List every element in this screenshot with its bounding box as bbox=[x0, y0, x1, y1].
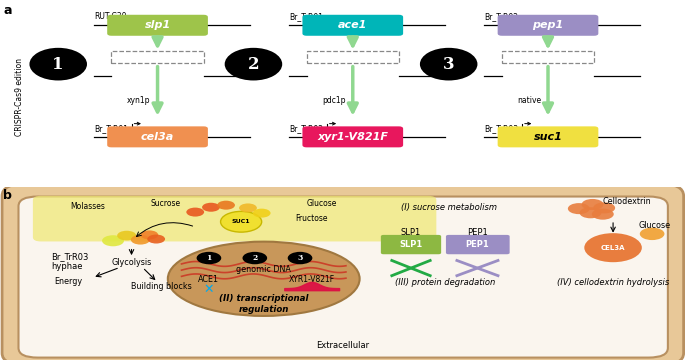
FancyBboxPatch shape bbox=[303, 15, 403, 36]
Text: RUT-C30: RUT-C30 bbox=[94, 12, 126, 21]
Text: 1: 1 bbox=[53, 56, 64, 73]
Text: a: a bbox=[3, 4, 12, 17]
Text: native: native bbox=[517, 96, 541, 105]
Circle shape bbox=[253, 209, 271, 217]
FancyBboxPatch shape bbox=[446, 235, 510, 254]
Text: Glycolysis: Glycolysis bbox=[112, 258, 151, 267]
Text: Br_TrR01: Br_TrR01 bbox=[94, 125, 128, 134]
Circle shape bbox=[221, 211, 262, 232]
Circle shape bbox=[640, 228, 664, 240]
Text: SUC1: SUC1 bbox=[232, 219, 251, 224]
Text: Br_TrR03
hyphae: Br_TrR03 hyphae bbox=[51, 252, 89, 271]
Text: xyr1-V821F: xyr1-V821F bbox=[317, 132, 388, 142]
Circle shape bbox=[197, 252, 221, 264]
Circle shape bbox=[593, 202, 615, 213]
Ellipse shape bbox=[168, 242, 360, 316]
Text: (I) sucrose metabolism: (I) sucrose metabolism bbox=[401, 203, 497, 212]
Text: pep1: pep1 bbox=[532, 20, 564, 30]
FancyBboxPatch shape bbox=[2, 184, 684, 360]
Circle shape bbox=[217, 201, 235, 210]
Text: Fructose: Fructose bbox=[295, 214, 328, 223]
FancyBboxPatch shape bbox=[497, 126, 599, 147]
Text: Br_TrR02: Br_TrR02 bbox=[484, 12, 519, 21]
Text: b: b bbox=[3, 189, 12, 202]
Text: pdc1p: pdc1p bbox=[322, 96, 345, 105]
FancyBboxPatch shape bbox=[307, 51, 399, 63]
Circle shape bbox=[568, 203, 590, 214]
Text: XYR1-V821F: XYR1-V821F bbox=[288, 275, 335, 284]
Circle shape bbox=[592, 209, 614, 220]
Circle shape bbox=[186, 208, 204, 217]
Text: PEP1: PEP1 bbox=[467, 228, 488, 237]
Circle shape bbox=[242, 252, 267, 264]
Text: SLP1: SLP1 bbox=[401, 228, 421, 237]
Text: Br_TrR02: Br_TrR02 bbox=[289, 125, 323, 134]
FancyBboxPatch shape bbox=[33, 196, 436, 242]
Text: (II) transcriptional
regulation: (II) transcriptional regulation bbox=[219, 294, 308, 314]
Circle shape bbox=[584, 233, 642, 262]
Text: 3: 3 bbox=[297, 254, 303, 262]
Text: (IV) cellodextrin hydrolysis: (IV) cellodextrin hydrolysis bbox=[557, 278, 669, 287]
Circle shape bbox=[29, 48, 87, 81]
Circle shape bbox=[140, 230, 158, 239]
Text: Glucose: Glucose bbox=[638, 221, 670, 230]
Text: Molasses: Molasses bbox=[71, 202, 105, 211]
Text: suc1: suc1 bbox=[534, 132, 562, 142]
Text: Br_TrR01: Br_TrR01 bbox=[289, 12, 323, 21]
Text: Br_TrR03: Br_TrR03 bbox=[484, 125, 519, 134]
Circle shape bbox=[117, 231, 136, 240]
Text: 1: 1 bbox=[206, 254, 212, 262]
FancyBboxPatch shape bbox=[18, 197, 668, 357]
Circle shape bbox=[288, 252, 312, 264]
Text: Sucrose: Sucrose bbox=[151, 199, 181, 208]
Text: Energy: Energy bbox=[54, 277, 82, 286]
Text: Building blocks: Building blocks bbox=[131, 282, 191, 291]
Text: CEL3A: CEL3A bbox=[601, 245, 625, 251]
Text: xyn1p: xyn1p bbox=[127, 96, 150, 105]
Circle shape bbox=[102, 235, 124, 246]
FancyBboxPatch shape bbox=[107, 126, 208, 147]
FancyBboxPatch shape bbox=[501, 51, 595, 63]
FancyBboxPatch shape bbox=[107, 15, 208, 36]
Circle shape bbox=[131, 235, 150, 244]
Text: genomic DNA: genomic DNA bbox=[236, 265, 291, 274]
Circle shape bbox=[580, 207, 601, 218]
Text: Extracellular: Extracellular bbox=[316, 341, 369, 350]
Text: (III) protein degradation: (III) protein degradation bbox=[395, 278, 495, 287]
Text: PEP1: PEP1 bbox=[466, 240, 489, 249]
Text: Cellodextrin: Cellodextrin bbox=[603, 197, 651, 206]
Circle shape bbox=[147, 235, 165, 243]
Text: slp1: slp1 bbox=[145, 20, 171, 30]
Text: ACE1: ACE1 bbox=[199, 275, 219, 284]
Text: SLP1: SLP1 bbox=[399, 240, 423, 249]
FancyBboxPatch shape bbox=[303, 126, 403, 147]
Text: 3: 3 bbox=[443, 56, 454, 73]
FancyBboxPatch shape bbox=[381, 235, 441, 254]
Circle shape bbox=[582, 199, 603, 210]
Text: ace1: ace1 bbox=[338, 20, 367, 30]
Circle shape bbox=[420, 48, 477, 81]
Text: cel3a: cel3a bbox=[141, 132, 174, 142]
Circle shape bbox=[202, 203, 220, 212]
Text: Glucose: Glucose bbox=[307, 199, 337, 208]
FancyBboxPatch shape bbox=[111, 51, 203, 63]
Circle shape bbox=[239, 203, 257, 212]
FancyBboxPatch shape bbox=[497, 15, 599, 36]
Circle shape bbox=[225, 48, 282, 81]
Text: ✕: ✕ bbox=[203, 283, 214, 296]
Text: 2: 2 bbox=[248, 56, 259, 73]
Text: CRISPR-Cas9 edition: CRISPR-Cas9 edition bbox=[14, 58, 24, 136]
Text: 2: 2 bbox=[252, 254, 258, 262]
